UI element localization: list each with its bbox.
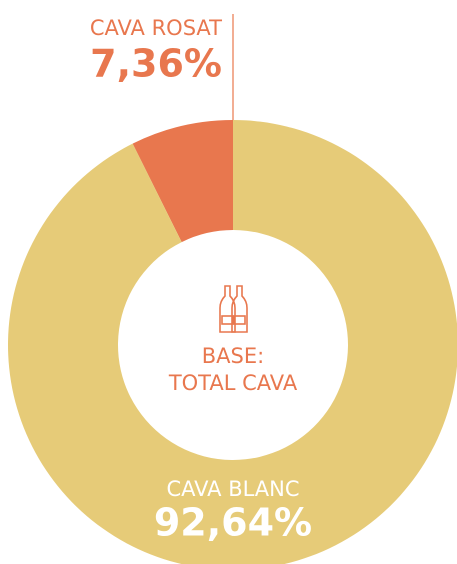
- bottle-icon: [219, 285, 248, 333]
- category-label: CAVA BLANC: [166, 477, 299, 501]
- value-label: 92,64%: [154, 501, 312, 545]
- center-label: TOTAL CAVA: [168, 371, 298, 395]
- slice: [132, 120, 233, 243]
- slice: [8, 120, 457, 564]
- category-label: CAVA ROSAT: [90, 16, 222, 40]
- slices: [8, 120, 457, 564]
- center-label: BASE:: [202, 344, 264, 368]
- value-label: 7,36%: [90, 42, 222, 86]
